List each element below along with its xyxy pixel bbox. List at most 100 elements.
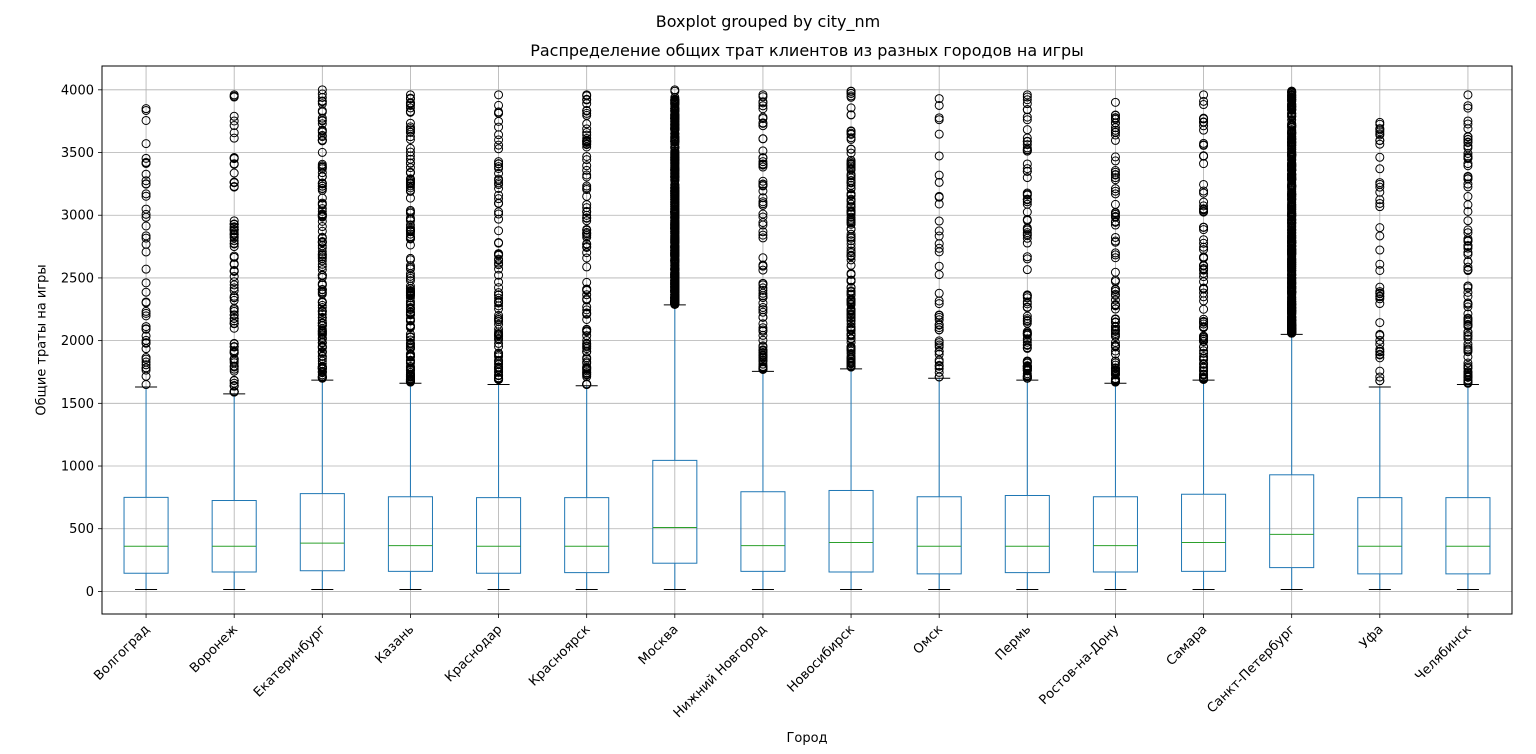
flier [758, 335, 768, 345]
flier [1463, 101, 1473, 111]
flier [758, 326, 768, 336]
flier [1110, 186, 1120, 196]
flier [1375, 178, 1385, 188]
flier [317, 262, 327, 272]
flier [1110, 346, 1120, 356]
flier [1199, 114, 1209, 124]
flier [846, 236, 856, 246]
flier [229, 177, 239, 187]
flier [1022, 225, 1032, 235]
flier [1375, 198, 1385, 208]
axes-frame [101, 65, 1513, 615]
flier [1110, 314, 1120, 324]
flier [317, 297, 327, 307]
flier [1287, 279, 1297, 289]
flier [582, 290, 592, 300]
flier [141, 169, 151, 179]
flier [229, 387, 239, 397]
flier [405, 174, 415, 184]
flier [317, 307, 327, 317]
flier [1463, 216, 1473, 226]
flier [229, 323, 239, 333]
x-tick-label: Санкт-Петербург [1204, 622, 1298, 716]
flier [405, 291, 415, 301]
flier [582, 309, 592, 319]
flier [582, 165, 592, 175]
flier [229, 358, 239, 368]
y-tick-label: 4000 [61, 83, 94, 98]
flier [758, 364, 768, 374]
flier [405, 350, 415, 360]
flier [1022, 207, 1032, 217]
flier [758, 285, 768, 295]
flier [1022, 166, 1032, 176]
flier [670, 172, 680, 182]
flier [1287, 195, 1297, 205]
flier [317, 359, 327, 369]
flier [1463, 159, 1473, 169]
flier [494, 209, 504, 219]
flier [846, 129, 856, 139]
x-axis-label: Город [786, 731, 828, 746]
flier [758, 159, 768, 169]
flier [405, 377, 415, 387]
flier [934, 320, 944, 330]
flier [670, 165, 680, 175]
flier [670, 241, 680, 251]
flier [758, 186, 768, 196]
flier [670, 158, 680, 168]
flier [494, 356, 504, 366]
flier [317, 246, 327, 256]
x-tick-label: Пермь [993, 622, 1034, 663]
flier [582, 130, 592, 140]
flier [670, 288, 680, 298]
flier [494, 342, 504, 352]
x-tick-label: Казань [373, 622, 418, 667]
flier [934, 191, 944, 201]
flier [846, 250, 856, 260]
flier [141, 287, 151, 297]
flier [1022, 197, 1032, 207]
flier [582, 262, 592, 272]
flier [405, 271, 415, 281]
flier [1463, 103, 1473, 113]
flier [229, 228, 239, 238]
flier [405, 100, 415, 110]
flier [1375, 139, 1385, 149]
flier [1110, 237, 1120, 247]
flier [934, 129, 944, 139]
flier [229, 168, 239, 178]
flier [1287, 161, 1297, 171]
flier [229, 242, 239, 252]
flier [846, 178, 856, 188]
flier [582, 232, 592, 242]
flier [1463, 334, 1473, 344]
flier [494, 194, 504, 204]
flier [317, 341, 327, 351]
flier [1199, 304, 1209, 314]
flier [1375, 353, 1385, 363]
flier [582, 285, 592, 295]
flier [405, 335, 415, 345]
flier [670, 238, 680, 248]
flier [1287, 321, 1297, 331]
flier [758, 181, 768, 191]
y-tick-label: 1500 [61, 397, 94, 412]
flier [1110, 253, 1120, 263]
flier [141, 365, 151, 375]
flier [846, 255, 856, 265]
flier [1287, 136, 1297, 146]
flier [582, 90, 592, 100]
flier [846, 183, 856, 193]
flier [670, 276, 680, 286]
flier [1110, 114, 1120, 124]
flier [758, 146, 768, 156]
flier [1463, 161, 1473, 171]
flier [846, 217, 856, 227]
flier [1287, 175, 1297, 185]
flier [1287, 249, 1297, 259]
flier [1287, 109, 1297, 119]
flier [934, 170, 944, 180]
flier [934, 243, 944, 253]
flier [1375, 350, 1385, 360]
